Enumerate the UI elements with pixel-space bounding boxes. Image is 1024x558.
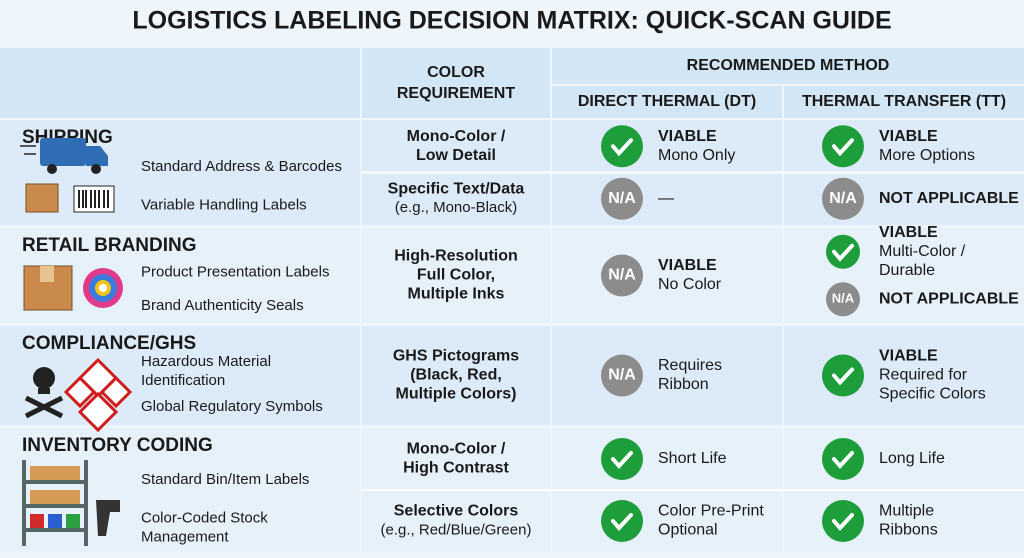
method-text: Ribbons: [879, 522, 938, 539]
check-mark: [832, 138, 854, 157]
method-text: Multi-Color /: [879, 243, 966, 260]
requirement-text: (Black, Red,: [410, 367, 502, 384]
check-mark: [611, 138, 633, 157]
row-label: Hazardous Material: [141, 353, 271, 370]
method-text: Optional: [658, 522, 718, 539]
requirement-text: Multiple Colors): [396, 386, 517, 403]
check-badge: [822, 438, 864, 480]
requirement-text: Low Detail: [416, 147, 496, 164]
cell: [784, 228, 1024, 323]
check-mark: [832, 243, 854, 262]
header-cells: [0, 48, 1024, 118]
title: LOGISTICS LABELING DECISION MATRIX: QUIC…: [132, 7, 891, 35]
row-label: Product Presentation Labels: [141, 264, 329, 281]
row-label: Management: [141, 528, 229, 545]
row-label: Standard Address & Barcodes: [141, 158, 342, 175]
row-label: Color-Coded Stock: [141, 509, 268, 526]
header-text: RECOMMENDED METHOD: [687, 57, 890, 74]
na-badge: [822, 177, 864, 220]
check-mark: [611, 513, 633, 532]
check-mark: [832, 451, 854, 470]
requirement-text: Selective Colors: [394, 503, 519, 520]
section-name: COMPLIANCE/GHS: [22, 333, 196, 354]
method-text: Required for: [879, 367, 968, 384]
check-badge: [822, 354, 864, 397]
na-badge: [601, 254, 643, 297]
check-badge: [826, 234, 860, 269]
method-text: Ribbon: [658, 376, 709, 393]
check-badge: [601, 438, 643, 480]
check-badge: [601, 500, 643, 542]
method-text: Multiple: [879, 503, 934, 520]
status-text: VIABLE: [879, 128, 938, 145]
requirement-text: Full Color,: [417, 267, 495, 284]
row-label: Identification: [141, 372, 225, 389]
category-icons: [20, 138, 133, 546]
na-text: N/A: [608, 267, 636, 284]
check-badge: [822, 125, 864, 168]
row-label: Variable Handling Labels: [141, 197, 307, 214]
method-text: Color Pre-Print: [658, 503, 764, 520]
method-text: Durable: [879, 262, 935, 279]
cell: [362, 228, 550, 323]
status-text: VIABLE: [879, 224, 938, 241]
na-text: N/A: [829, 190, 857, 207]
requirement-text: Mono-Color /: [407, 128, 506, 145]
na-badge: [826, 282, 860, 317]
row-label: Global Regulatory Symbols: [141, 398, 323, 415]
na-badge: [601, 177, 643, 220]
section-name: RETAIL BRANDING: [22, 235, 197, 256]
section-name: INVENTORY CODING: [22, 435, 213, 456]
requirement-note: (e.g., Red/Blue/Green): [381, 521, 532, 538]
na-text: N/A: [608, 190, 636, 207]
check-mark: [611, 451, 633, 470]
status-text: VIABLE: [879, 348, 938, 365]
method-text: Requires: [658, 357, 722, 374]
requirement-text: GHS Pictograms: [393, 348, 519, 365]
method-text: Short Life: [658, 450, 727, 467]
method-text: Mono Only: [658, 147, 735, 164]
method-text: —: [658, 190, 674, 207]
requirement-text: High-Resolution: [394, 248, 518, 265]
na-text: N/A: [832, 291, 855, 306]
cell: [552, 326, 782, 425]
check-mark: [832, 513, 854, 532]
na-badge: [601, 354, 643, 397]
requirement-text: Specific Text/Data: [388, 180, 525, 197]
cell: [362, 326, 550, 425]
cell: [552, 228, 782, 323]
method-text: More Options: [879, 147, 975, 164]
requirement-text: Multiple Inks: [408, 286, 505, 303]
method-text: Specific Colors: [879, 386, 986, 403]
cell: [0, 120, 360, 225]
status-text: NOT APPLICABLE: [879, 190, 1019, 207]
method-text: No Color: [658, 276, 722, 293]
requirement-text: Mono-Color /: [407, 441, 506, 458]
header-text: COLOR: [427, 64, 485, 81]
status-text: VIABLE: [658, 128, 717, 145]
status-text: VIABLE: [658, 257, 717, 274]
header-text: DIRECT THERMAL (DT): [578, 93, 756, 110]
check-mark: [832, 367, 854, 386]
header-text: REQUIREMENT: [397, 85, 515, 102]
header-text: THERMAL TRANSFER (TT): [802, 93, 1006, 110]
row-label: Standard Bin/Item Labels: [141, 471, 309, 488]
cell: [0, 326, 360, 425]
requirement-text: High Contrast: [403, 460, 509, 477]
check-badge: [601, 125, 643, 168]
requirement-note: (e.g., Mono-Black): [395, 199, 518, 216]
row-label: Brand Authenticity Seals: [141, 297, 304, 314]
status-text: NOT APPLICABLE: [879, 290, 1019, 307]
method-text: Long Life: [879, 450, 945, 467]
check-badge: [822, 500, 864, 542]
na-text: N/A: [608, 367, 636, 384]
